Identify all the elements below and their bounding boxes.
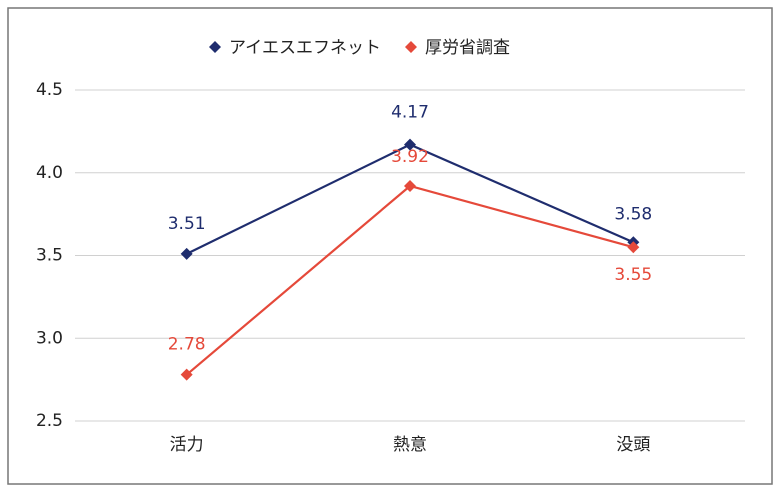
y-tick-label: 3.0 bbox=[36, 328, 63, 348]
x-tick-label: 没頭 bbox=[616, 435, 650, 455]
data-label: 3.55 bbox=[614, 265, 652, 285]
point-marker bbox=[627, 241, 640, 254]
x-tick-label: 熱意 bbox=[393, 435, 427, 455]
y-tick-label: 3.5 bbox=[36, 246, 63, 266]
x-tick-label: 活力 bbox=[170, 435, 204, 455]
legend-label: 厚労省調査 bbox=[425, 38, 510, 58]
point-marker bbox=[180, 247, 193, 260]
data-label: 3.58 bbox=[614, 204, 652, 224]
legend-marker bbox=[404, 41, 417, 53]
data-label: 4.17 bbox=[391, 103, 429, 123]
point-marker bbox=[404, 138, 416, 151]
point-marker bbox=[180, 368, 193, 381]
legend-label: アイエスエフネット bbox=[229, 38, 381, 58]
y-tick-label: 2.5 bbox=[36, 411, 63, 431]
chart-frame bbox=[7, 7, 773, 485]
data-label: 3.51 bbox=[168, 214, 206, 234]
y-tick-label: 4.5 bbox=[36, 80, 63, 100]
point-marker bbox=[404, 179, 416, 192]
data-label: 3.92 bbox=[391, 147, 429, 167]
y-tick-label: 4.0 bbox=[36, 163, 63, 183]
legend-marker bbox=[209, 41, 221, 53]
data-label: 2.78 bbox=[168, 335, 206, 355]
